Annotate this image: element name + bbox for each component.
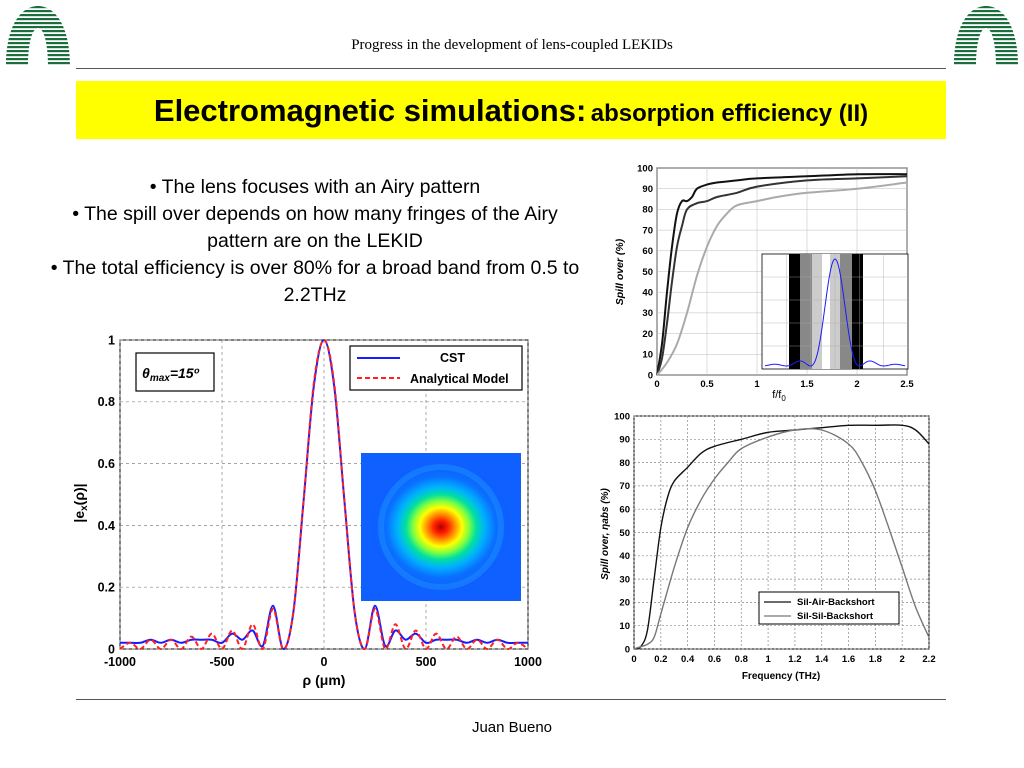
- title-banner: [76, 81, 946, 139]
- y-tick-label: 100: [637, 163, 653, 174]
- heatmap-fill: [361, 453, 521, 601]
- x-tick-label: 0.4: [681, 654, 695, 665]
- inset-band: [789, 254, 800, 369]
- x-tick-label: 1.2: [788, 654, 801, 665]
- x-tick-label: 1.5: [800, 379, 814, 390]
- y-tick-label: 10: [619, 621, 630, 632]
- y-tick-label: 0.2: [98, 581, 115, 595]
- y-tick-label: 50: [642, 267, 653, 278]
- y-tick-label: 80: [619, 458, 630, 469]
- spill-over-vs-frequency-chart: 0 0.2 0.4 0.6 0.8 1 1.2 1.4 1.6 1.8 2 2.2 0 10 20 30 40 5…: [600, 411, 936, 682]
- x-tick-label: 0.8: [735, 654, 748, 665]
- legend-label-cst: CST: [440, 351, 465, 365]
- footer-divider: [76, 699, 946, 700]
- x-tick-label: 0: [321, 655, 328, 669]
- inset-band: [812, 254, 822, 369]
- x-tick-label: 1: [765, 654, 771, 665]
- chart3-xlabel: Frequency (THz): [742, 671, 820, 682]
- y-tick-label: 70: [642, 225, 653, 236]
- airy-inset-chart: [761, 253, 909, 370]
- y-tick-label: 90: [642, 184, 653, 195]
- y-tick-label: 60: [619, 505, 630, 516]
- y-tick-label: 20: [619, 598, 630, 609]
- x-tick-label: 0: [654, 379, 659, 390]
- x-tick-label: 0.6: [708, 654, 721, 665]
- legend-label-sil-air: Sil-Air-Backshort: [797, 597, 875, 608]
- heatmap-outer-ring: [378, 464, 504, 590]
- chart1-legend: CST Analytical Model: [349, 345, 523, 391]
- series-cst-line: [120, 338, 528, 650]
- logo-right-icon: [954, 6, 1018, 65]
- inset-band: [822, 254, 830, 369]
- y-tick-label: 20: [642, 329, 653, 340]
- airy-pattern-heatmap: [361, 453, 521, 601]
- y-tick-label: 0.4: [98, 519, 115, 533]
- bullet-item: • The spill over depends on how many fri…: [72, 203, 558, 252]
- inset-airy-curve: [764, 258, 906, 367]
- slide-title-sub: absorption efficiency (II): [590, 100, 869, 127]
- y-tick-label: 80: [642, 205, 653, 216]
- x-tick-label: 2.5: [900, 379, 914, 390]
- y-tick-label: 40: [642, 288, 653, 299]
- x-tick-label: -1000: [104, 655, 136, 669]
- chart3-legend: Sil-Air-Backshort Sil-Sil-Backshort: [758, 591, 900, 625]
- y-tick-label: 70: [619, 481, 630, 492]
- slide-title-main: Electromagnetic simulations:: [153, 93, 587, 128]
- x-tick-label: 2.2: [922, 654, 935, 665]
- legend-label-sil-sil: Sil-Sil-Backshort: [797, 611, 874, 622]
- y-tick-label: 40: [619, 551, 630, 562]
- header-divider: [76, 68, 946, 69]
- x-tick-label: 1: [754, 379, 760, 390]
- y-tick-label: 30: [619, 574, 630, 585]
- series-sil-air-line: [633, 424, 930, 650]
- y-tick-label: 30: [642, 308, 653, 319]
- x-tick-label: 0: [631, 654, 636, 665]
- y-tick-label: 0.8: [98, 395, 115, 409]
- y-tick-label: 1: [108, 333, 115, 347]
- header-title: Progress in the development of lens-coup…: [351, 37, 673, 53]
- x-tick-label: 1.8: [869, 654, 882, 665]
- logo-left-icon: [6, 6, 70, 65]
- spill-over-curve-3: [656, 181, 908, 376]
- slide-title: Electromagnetic simulations: absorption …: [76, 93, 946, 129]
- x-tick-label: 2: [854, 379, 859, 390]
- bullet-item: • The lens focuses with an Airy pattern: [149, 176, 481, 198]
- y-tick-label: 60: [642, 246, 653, 257]
- spill-over-curve-1: [656, 173, 908, 376]
- y-tick-label: 50: [619, 528, 630, 539]
- y-tick-label: 90: [619, 435, 630, 446]
- x-tick-label: 0.2: [654, 654, 667, 665]
- chart2-ylabel: Spill over (%): [614, 238, 626, 305]
- y-tick-label: 0: [625, 644, 630, 655]
- chart1-ylabel: |ex(ρ)|: [71, 483, 90, 522]
- x-tick-label: -500: [209, 655, 234, 669]
- spill-over-curve-2: [656, 175, 908, 376]
- y-tick-label: 0: [108, 642, 115, 656]
- chart1-xlabel: ρ (μm): [303, 672, 346, 688]
- bullet-item: • The total efficiency is over 80% for a…: [50, 257, 580, 306]
- x-tick-label: 1.6: [842, 654, 855, 665]
- x-tick-label: 500: [416, 655, 437, 669]
- y-tick-label: 0.6: [98, 457, 115, 471]
- inset-band: [852, 254, 863, 369]
- x-tick-label: 2: [900, 654, 905, 665]
- chart2-xlabel: f/f0: [772, 389, 786, 403]
- x-tick-label: 0.5: [700, 379, 714, 390]
- x-tick-label: 1000: [514, 655, 542, 669]
- x-tick-label: 1.4: [815, 654, 829, 665]
- bullet-list: • The lens focuses with an Airy pattern …: [40, 174, 590, 309]
- series-analytical-line: [119, 338, 529, 651]
- chart3-ylabel: Spill over, ηabs (%): [600, 487, 611, 579]
- legend-label-analytical: Analytical Model: [410, 372, 509, 386]
- footer-author: Juan Bueno: [471, 719, 553, 736]
- y-tick-label: 100: [614, 411, 630, 422]
- y-tick-label: 10: [642, 350, 653, 361]
- annotation-box: θmax=15º: [135, 352, 215, 392]
- y-tick-label: 0: [648, 370, 653, 381]
- series-sil-sil-line: [633, 427, 930, 650]
- inset-band: [800, 254, 812, 369]
